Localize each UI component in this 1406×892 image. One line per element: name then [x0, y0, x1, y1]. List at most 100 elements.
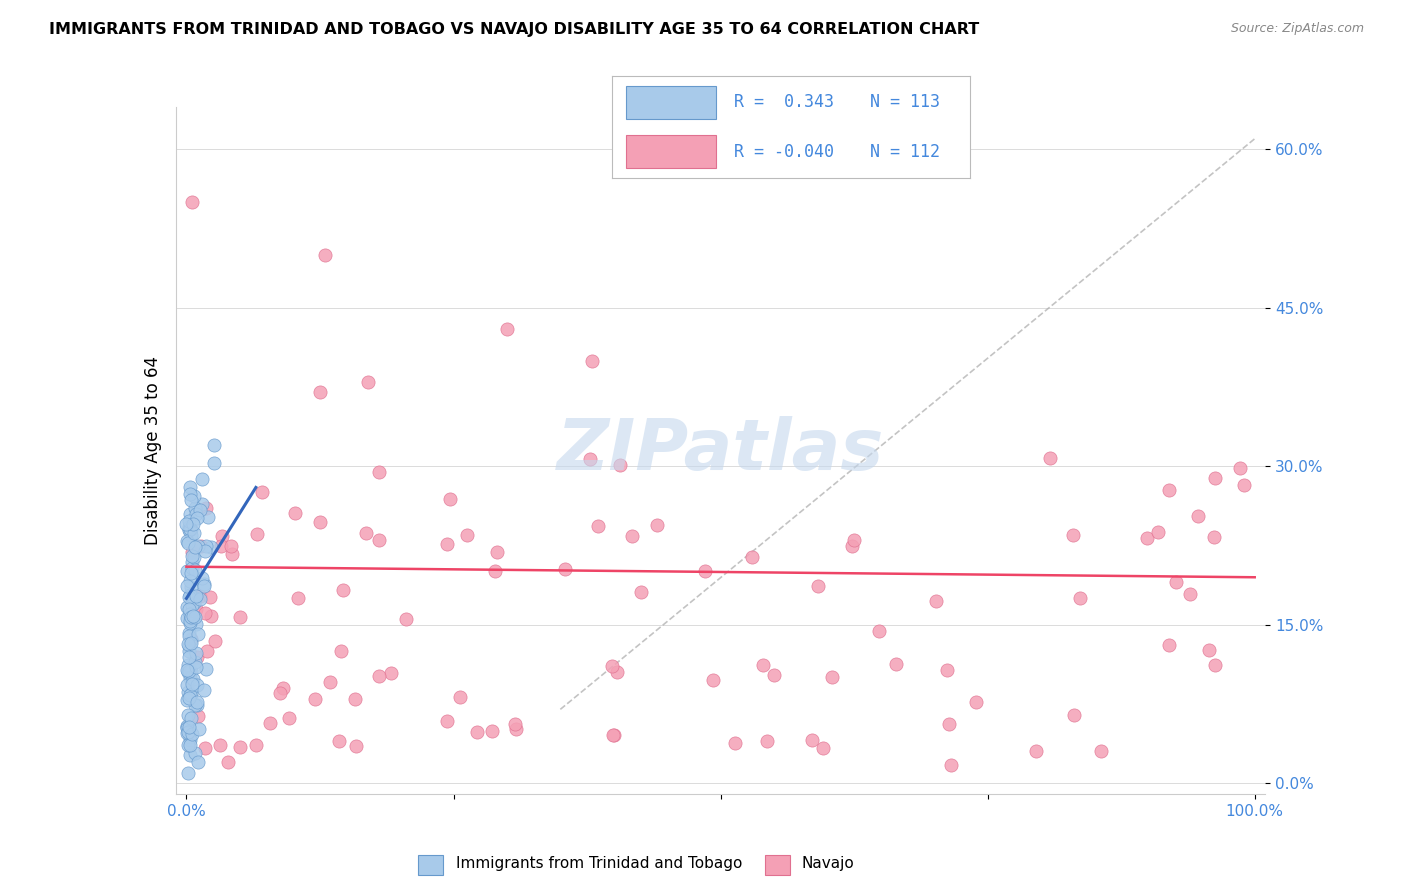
Point: [1178, 587, 1201, 601]
Point: [177, 649, 200, 664]
Point: [841, 539, 863, 553]
Point: [187, 755, 209, 769]
Point: [177, 708, 200, 723]
Point: [180, 632, 202, 647]
Point: [354, 525, 377, 540]
Point: [179, 480, 201, 494]
Text: R = -0.040: R = -0.040: [734, 143, 834, 161]
Point: [183, 549, 205, 564]
Bar: [765, 855, 790, 875]
Point: [179, 616, 201, 631]
Point: [180, 561, 202, 575]
Point: [176, 663, 198, 677]
Point: [202, 456, 225, 470]
Point: [186, 649, 208, 664]
Point: [194, 544, 217, 558]
Point: [344, 739, 367, 753]
Point: [581, 353, 603, 368]
Point: [695, 564, 717, 578]
Point: [180, 610, 202, 624]
Point: [180, 566, 202, 580]
Point: [965, 695, 987, 709]
Text: Source: ZipAtlas.com: Source: ZipAtlas.com: [1230, 22, 1364, 36]
Point: [436, 537, 458, 551]
Point: [180, 195, 202, 210]
Point: [179, 688, 201, 702]
Point: [484, 564, 506, 578]
Point: [1147, 524, 1170, 539]
Text: R =  0.343: R = 0.343: [734, 94, 834, 112]
Text: IMMIGRANTS FROM TRINIDAD AND TOBAGO VS NAVAJO DISABILITY AGE 35 TO 64 CORRELATIO: IMMIGRANTS FROM TRINIDAD AND TOBAGO VS N…: [49, 22, 980, 37]
Point: [184, 646, 207, 660]
Point: [630, 584, 652, 599]
Point: [1204, 658, 1226, 673]
Point: [176, 517, 198, 532]
Point: [177, 535, 200, 549]
Point: [380, 666, 402, 681]
Point: [179, 626, 201, 640]
Point: [177, 629, 200, 643]
Y-axis label: Disability Age 35 to 64: Disability Age 35 to 64: [143, 356, 162, 545]
Point: [449, 690, 471, 704]
Point: [183, 591, 205, 605]
Point: [183, 698, 205, 713]
Point: [187, 627, 209, 641]
Point: [184, 507, 207, 521]
Point: [176, 678, 198, 692]
Point: [395, 612, 418, 626]
Point: [180, 528, 202, 542]
Point: [193, 577, 215, 591]
Point: [181, 549, 204, 563]
Point: [184, 541, 207, 555]
Point: [1229, 461, 1251, 475]
Point: [606, 665, 628, 679]
Point: [179, 643, 201, 657]
Point: [179, 607, 201, 621]
Point: [191, 472, 214, 486]
Point: [180, 522, 202, 536]
Point: [186, 678, 208, 692]
Point: [271, 681, 294, 695]
Point: [187, 722, 209, 736]
Point: [367, 465, 389, 479]
Point: [821, 670, 844, 684]
Point: [177, 514, 200, 528]
Point: [180, 664, 202, 678]
Point: [179, 747, 201, 762]
Point: [179, 520, 201, 534]
Point: [1233, 477, 1256, 491]
Text: Immigrants from Trinidad and Tobago: Immigrants from Trinidad and Tobago: [456, 855, 742, 871]
Bar: [419, 855, 443, 875]
Point: [603, 728, 626, 742]
Point: [187, 539, 209, 553]
Point: [936, 664, 959, 678]
Point: [194, 606, 217, 620]
Point: [183, 610, 205, 624]
Point: [179, 720, 201, 734]
Point: [221, 547, 243, 561]
Point: [645, 517, 668, 532]
Point: [183, 489, 205, 503]
Point: [1069, 591, 1091, 605]
Point: [600, 658, 623, 673]
Point: [177, 690, 200, 705]
Point: [202, 438, 225, 452]
Point: [287, 591, 309, 605]
Text: N = 113: N = 113: [870, 94, 939, 112]
Point: [180, 611, 202, 625]
Point: [181, 608, 204, 623]
Point: [176, 599, 198, 614]
Point: [367, 533, 389, 547]
Point: [184, 616, 207, 631]
Point: [177, 685, 200, 699]
Point: [578, 452, 600, 467]
Point: [179, 487, 201, 501]
Point: [195, 644, 218, 658]
Point: [1204, 530, 1226, 544]
Point: [436, 714, 458, 728]
Point: [314, 248, 336, 262]
Point: [180, 677, 202, 691]
Point: [191, 497, 214, 511]
Point: [176, 718, 198, 732]
Point: [194, 741, 217, 756]
